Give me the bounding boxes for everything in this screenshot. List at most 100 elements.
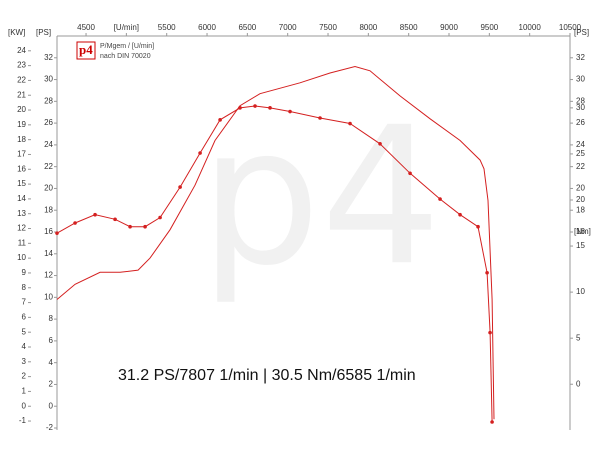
y-right-tick-label: 16 [576,227,585,236]
y3-tick-label: 6 [22,312,27,321]
annotation: 31.2 PS/7807 1/min | 30.5 Nm/6585 1/min [118,367,416,384]
marker [143,224,147,229]
y-tick-label: 4 [49,358,54,367]
y-tick-label: 28 [44,96,53,105]
y2-tick-label: 0 [576,379,581,388]
y3-tick-label: 8 [22,283,27,292]
marker [485,270,489,275]
marker [178,185,182,189]
marker [378,141,382,146]
y3-tick-label: 16 [17,164,26,173]
y3-tick-label: 24 [17,46,26,55]
x-tick-label: 4500 [77,23,95,32]
y-tick-label: 22 [44,162,53,171]
y-tick-label: 12 [44,271,53,280]
marker [348,121,352,126]
y3-tick-label: 3 [22,357,27,366]
x-tick-label: 6500 [238,23,256,32]
y3-tick-label: 17 [17,150,26,159]
y-right-tick-label: 20 [576,184,585,193]
marker [288,109,292,114]
x-tick-label: [U/min] [114,23,139,32]
y3-tick-label: 14 [17,194,26,203]
marker [73,221,77,225]
marker [268,106,272,110]
marker [408,171,412,176]
x-tick-label: 8000 [359,23,377,32]
x-tick-label: 8500 [400,23,418,32]
y-tick-label: 24 [44,140,53,149]
y3-tick-label: 0 [22,401,27,410]
y2-tick-label: 15 [576,241,585,250]
x-tick-label: 5500 [158,23,176,32]
x-tick-label: 10000 [519,23,542,32]
y3-tick-label: 15 [17,179,26,188]
marker [238,106,242,110]
y3-tick-label: 11 [18,238,27,247]
y3-tick-label: 22 [17,76,26,85]
x-tick-label: 9500 [480,23,498,32]
y-right-tick-label: 26 [576,118,585,127]
y-tick-label: 26 [44,118,53,127]
x-tick-label: 6000 [198,23,216,32]
y-right-tick-label: 30 [576,75,585,84]
y3-tick-label: 19 [17,120,26,129]
marker [198,151,202,155]
y-right-tick-label: 32 [576,53,585,62]
y-tick-label: 14 [44,249,53,258]
marker [218,118,222,122]
logo: p4 [79,42,93,57]
line [56,65,495,420]
x-tick-label: 10500 [559,23,582,32]
x-tick-label: 7500 [319,23,337,32]
y-tick-label: 20 [44,184,53,193]
y3-tick-label: 4 [22,342,27,351]
y3-tick-label: 21 [17,90,26,99]
y-tick-label: 10 [44,292,53,301]
y-right-tick-label: 22 [576,162,585,171]
y-tick-label: 30 [44,75,53,84]
y2-tick-label: 5 [576,333,581,342]
y2-label: [Nm] [574,227,591,236]
y3-tick-label: 9 [22,268,27,277]
y-right-label: [PS] [574,28,589,37]
marker [318,116,322,120]
legend-line: nach DIN 70020 [100,53,151,60]
y3-tick-label: 1 [22,387,27,396]
y-right-tick-label: 18 [576,205,585,214]
y3-tick-label: -1 [19,416,27,425]
y3-tick-label: 18 [17,135,26,144]
y-label: [PS] [36,28,51,37]
y3-tick-label: 2 [22,372,27,381]
y3-tick-label: 12 [17,224,26,233]
x-tick-label: 7000 [279,23,297,32]
y3-tick-label: 7 [22,298,27,307]
y-tick-label: 32 [44,53,53,62]
y-tick-label: 0 [49,401,54,410]
y-right-tick-label: 28 [576,96,585,105]
y3-tick-label: 13 [17,209,26,218]
y-tick-label: 16 [44,227,53,236]
y2-tick-label: 30 [576,103,585,112]
y3-tick-label: 10 [17,253,26,262]
y2-tick-label: 10 [576,287,585,296]
y3-tick-label: 20 [17,105,26,114]
y3-tick-label: 5 [22,327,27,336]
y2-tick-label: 20 [576,195,585,204]
marker [490,420,494,424]
y3-tick-label: 23 [17,61,26,70]
y-tick-label: 6 [49,336,54,345]
logo-box [76,41,96,60]
marker [476,224,480,229]
watermark: p4 [200,86,442,307]
marker [253,104,257,108]
marker [55,231,59,235]
y2-tick-label: 25 [576,149,585,158]
y-tick-label: 8 [49,314,54,323]
y-tick-label: -2 [46,423,54,432]
x-tick-label: 9000 [440,23,458,32]
line [56,105,493,423]
marker [158,215,162,220]
marker [488,330,492,335]
